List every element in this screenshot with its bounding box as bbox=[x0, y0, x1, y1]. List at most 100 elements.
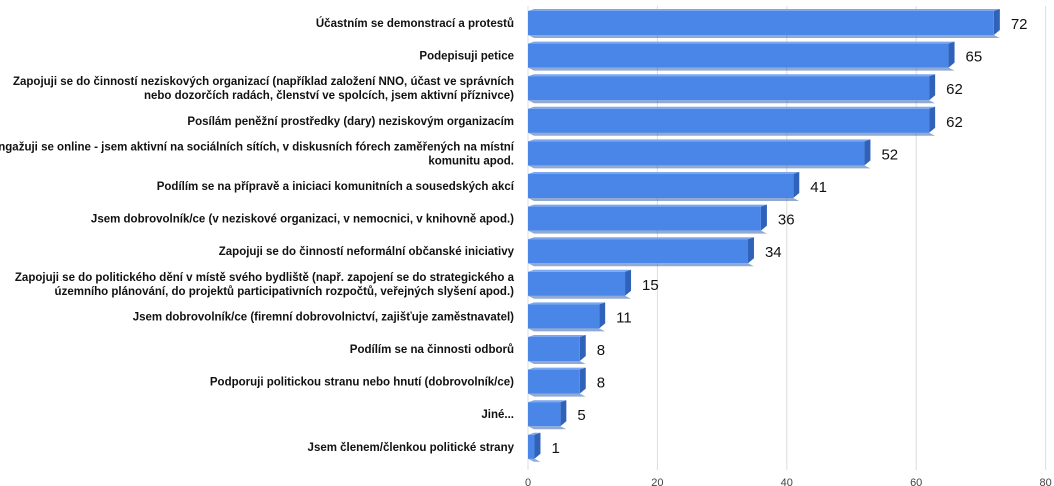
category-label: nebo dozorčích radách, členství ve spolc… bbox=[144, 90, 514, 102]
category-label: Podílím se na přípravě a iniciaci komuni… bbox=[157, 181, 515, 193]
bar-side-face bbox=[793, 172, 800, 198]
x-tick-label: 40 bbox=[781, 477, 793, 486]
bar-front-face bbox=[528, 174, 794, 198]
category-label: Podporuji politickou stranu nebo hnutí (… bbox=[210, 377, 514, 389]
data-label: 36 bbox=[778, 212, 795, 229]
bar-front-face bbox=[528, 206, 761, 231]
data-label: 11 bbox=[616, 309, 632, 326]
x-tick-label: 80 bbox=[1039, 477, 1051, 486]
bar-shadow bbox=[528, 35, 1000, 38]
data-label: 15 bbox=[642, 277, 659, 294]
bar-top-face bbox=[528, 367, 586, 370]
bar bbox=[528, 400, 567, 430]
bar-shadow bbox=[528, 426, 567, 430]
category-label: Podílím se na činnosti odborů bbox=[350, 344, 514, 356]
bar bbox=[528, 269, 632, 299]
bar bbox=[528, 9, 1000, 38]
bar-top-face bbox=[528, 432, 541, 435]
category-label: územního plánování, do projektů particip… bbox=[55, 286, 515, 298]
category-label: Jsem členem/členkou politické strany bbox=[308, 442, 515, 454]
bar-front-face bbox=[528, 337, 580, 361]
bar-shadow bbox=[528, 458, 541, 462]
bar-shadow bbox=[528, 230, 767, 234]
bar-top-face bbox=[528, 172, 800, 174]
category-label: Zapojuji se do činností neziskových orga… bbox=[13, 76, 514, 88]
bar-top-face bbox=[528, 204, 767, 207]
bar-top-face bbox=[528, 302, 606, 305]
bar bbox=[528, 106, 936, 136]
bar-front-face bbox=[528, 239, 748, 264]
bar bbox=[528, 335, 586, 364]
category-label: Jsem dobrovolník/ce (v neziskové organiz… bbox=[91, 214, 514, 226]
bar-side-face bbox=[579, 335, 586, 361]
bar-shadow bbox=[528, 263, 754, 267]
category-label: Posílám peněžní prostředky (dary) nezisk… bbox=[187, 116, 514, 128]
data-label: 65 bbox=[966, 49, 983, 66]
data-label: 5 bbox=[577, 407, 585, 424]
category-label: Účastním se demonstrací a protestů bbox=[316, 17, 514, 30]
bar-front-face bbox=[528, 304, 600, 329]
bar-shadow bbox=[528, 295, 632, 299]
bar-top-face bbox=[528, 106, 936, 109]
bar-shadow bbox=[528, 100, 936, 104]
bar bbox=[528, 172, 800, 201]
x-axis-ticks: 0 20 40 60 80 bbox=[525, 477, 1052, 486]
x-tick-label: 60 bbox=[910, 477, 922, 486]
bar bbox=[528, 367, 586, 397]
bar-top-face bbox=[528, 400, 567, 403]
bar-side-face bbox=[993, 9, 1000, 35]
bar-front-face bbox=[528, 369, 580, 394]
bar-side-face bbox=[929, 106, 936, 133]
bar-top-face bbox=[528, 74, 936, 77]
bar-shadow bbox=[528, 67, 955, 71]
bar-front-face bbox=[528, 11, 994, 35]
bar-side-face bbox=[929, 74, 936, 101]
bar-side-face bbox=[625, 269, 632, 296]
data-label: 62 bbox=[946, 81, 963, 98]
bar bbox=[528, 432, 541, 462]
bar bbox=[528, 139, 871, 169]
bar-top-face bbox=[528, 335, 586, 337]
data-label: 41 bbox=[810, 179, 827, 196]
category-label: Jsem dobrovolník/ce (firemní dobrovolnic… bbox=[133, 311, 514, 323]
category-label: Podepisuji petice bbox=[419, 51, 514, 63]
bar-front-face bbox=[528, 434, 535, 459]
bar-side-face bbox=[948, 41, 955, 68]
bar bbox=[528, 302, 606, 332]
category-label: Jiné... bbox=[481, 409, 514, 421]
x-tick-label: 20 bbox=[651, 477, 663, 486]
bar bbox=[528, 204, 767, 234]
bar-shadow bbox=[528, 361, 586, 364]
data-label: 8 bbox=[597, 342, 605, 359]
bar-front-face bbox=[528, 402, 561, 427]
bar-front-face bbox=[528, 76, 930, 101]
bar-shadow bbox=[528, 393, 586, 397]
bar-side-face bbox=[760, 204, 767, 231]
bar-top-face bbox=[528, 41, 955, 44]
bar-side-face bbox=[599, 302, 606, 329]
data-label: 72 bbox=[1011, 16, 1028, 33]
category-labels: Účastním se demonstrací a protestů Podepi… bbox=[0, 17, 515, 454]
data-label: 8 bbox=[597, 375, 605, 392]
bar-side-face bbox=[560, 400, 567, 427]
bar-front-face bbox=[528, 141, 865, 166]
bar-side-face bbox=[534, 432, 541, 459]
bar-front-face bbox=[528, 271, 626, 296]
bar bbox=[528, 74, 936, 104]
bar-side-face bbox=[579, 367, 586, 394]
bar-side-face bbox=[747, 237, 754, 264]
data-label: 62 bbox=[946, 114, 963, 131]
bars bbox=[528, 9, 1000, 462]
data-label: 52 bbox=[881, 146, 898, 163]
bar-top-face bbox=[528, 9, 1000, 11]
bar-shadow bbox=[528, 328, 606, 332]
bar-front-face bbox=[528, 108, 930, 133]
data-label: 34 bbox=[765, 244, 782, 261]
x-tick-label: 0 bbox=[525, 477, 531, 486]
category-label: Zapojuji se do politického dění v místě … bbox=[15, 272, 515, 284]
bar-front-face bbox=[528, 43, 949, 68]
bar-top-face bbox=[528, 139, 871, 142]
category-label: komunitu apod. bbox=[428, 155, 514, 167]
